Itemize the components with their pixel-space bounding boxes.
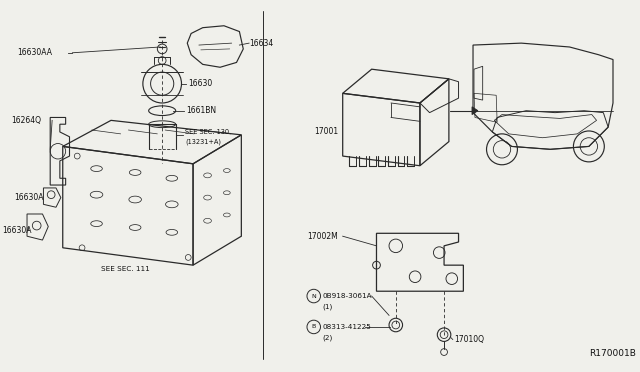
- Text: SEE SEC. 111: SEE SEC. 111: [101, 266, 150, 272]
- Text: 17002M: 17002M: [307, 232, 338, 241]
- Text: R170001B: R170001B: [589, 349, 636, 359]
- Text: (1): (1): [323, 304, 333, 310]
- Text: (2): (2): [323, 334, 333, 341]
- Text: N: N: [312, 294, 316, 299]
- Text: 1661BN: 1661BN: [186, 106, 216, 115]
- Text: 17010Q: 17010Q: [454, 335, 484, 344]
- Polygon shape: [472, 107, 478, 115]
- Text: 16634: 16634: [249, 39, 273, 48]
- Text: 16630: 16630: [188, 79, 212, 88]
- Text: 08313-41225: 08313-41225: [323, 324, 371, 330]
- Text: 0B918-3061A: 0B918-3061A: [323, 293, 372, 299]
- Text: SEE SEC. 130: SEE SEC. 130: [186, 129, 230, 135]
- Text: 17001: 17001: [314, 128, 338, 137]
- Text: 16630A: 16630A: [2, 226, 31, 235]
- Text: (13231+A): (13231+A): [186, 138, 221, 145]
- Text: 16264Q: 16264Q: [12, 116, 42, 125]
- Text: B: B: [312, 324, 316, 330]
- Text: 16630AA: 16630AA: [17, 48, 52, 57]
- Text: 16630A: 16630A: [15, 193, 44, 202]
